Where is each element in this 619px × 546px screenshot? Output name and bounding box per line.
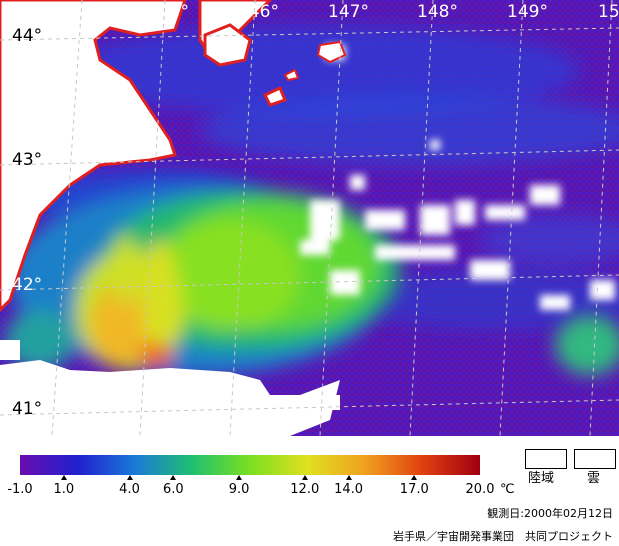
tick-mark <box>411 475 418 480</box>
sea-surface-temperature-map: 144° 145° 146° 147° 148° 149° 15 44° 43°… <box>0 0 619 436</box>
legend <box>0 436 619 546</box>
latitude-label-43: 43° <box>12 150 43 170</box>
temperature-colorbar <box>20 455 480 475</box>
tick-mark <box>170 475 177 480</box>
map-graphic <box>0 0 619 436</box>
longitude-label-144: 144° <box>60 2 101 22</box>
lower-cloud-band <box>0 340 340 436</box>
temperature-unit: ℃ <box>500 482 515 497</box>
land-hokkaido <box>0 0 347 313</box>
tick-label: 1.0 <box>53 482 75 497</box>
tick-mark <box>60 475 67 480</box>
tick-label: 17.0 <box>399 482 429 497</box>
land-legend-label: 陸域 <box>528 471 555 486</box>
tick-label: 4.0 <box>119 482 140 497</box>
tick-mark <box>236 475 243 480</box>
longitude-label-150: 15 <box>598 2 619 22</box>
latitude-label-41: 41° <box>12 399 43 419</box>
cloud-legend-swatch <box>574 449 616 469</box>
land-legend-swatch <box>525 449 567 469</box>
longitude-label-148: 148° <box>417 2 458 22</box>
longitude-label-146: 146° <box>238 2 279 22</box>
latitude-label-42: 42° <box>12 275 43 295</box>
longitude-label-147: 147° <box>328 2 369 22</box>
latitude-label-44: 44° <box>12 26 43 46</box>
tick-label: 9.0 <box>228 482 250 497</box>
tick-mark <box>345 475 352 480</box>
tick-label: 20.0 <box>465 482 495 497</box>
tick-label: 12.0 <box>290 482 320 497</box>
graticule <box>0 0 619 436</box>
tick-mark <box>301 475 308 480</box>
tick-mark <box>126 475 133 480</box>
longitude-label-145: 145° <box>148 2 189 22</box>
credit-text: 岩手県／宇宙開発事業団 共同プロジェクト <box>393 530 613 543</box>
observation-date: 観測日:2000年02月12日 <box>487 507 613 520</box>
longitude-label-149: 149° <box>507 2 548 22</box>
tick-label: -1.0 <box>7 482 33 497</box>
cloud-patches <box>300 45 615 310</box>
tick-label: 14.0 <box>334 482 364 497</box>
tick-label: 6.0 <box>162 482 184 497</box>
cloud-legend-label: 雲 <box>587 471 601 486</box>
